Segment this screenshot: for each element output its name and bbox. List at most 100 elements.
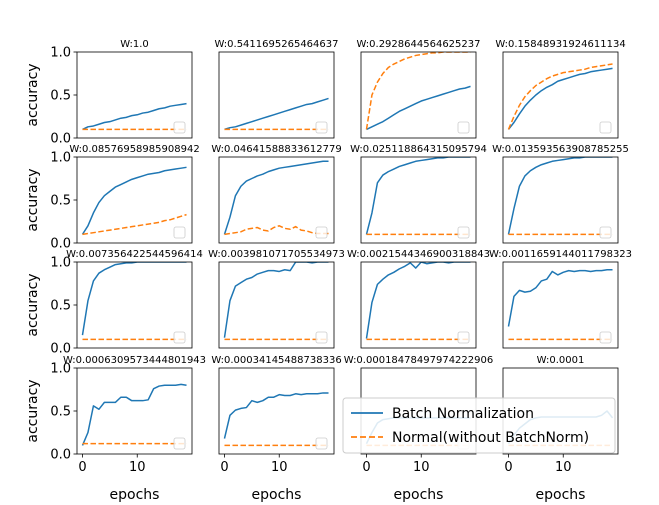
x-tick-label: 10 — [413, 460, 430, 475]
x-tick-label: 0 — [220, 460, 228, 475]
y-axis-label: accuracy — [25, 379, 41, 442]
subplot-title: W:1.0 — [120, 39, 149, 50]
series-group — [81, 166, 187, 236]
normal-series-line — [365, 52, 471, 130]
y-tick-label: 1.0 — [50, 362, 71, 377]
subplot-6: W:0.025118864315095794 — [350, 144, 487, 244]
empty-legend-box — [457, 121, 470, 134]
empty-legend-box — [173, 437, 186, 450]
axes-frame — [502, 51, 619, 139]
subplot-1: W:0.5411695265464637 — [214, 39, 339, 139]
series-group — [223, 262, 329, 341]
empty-legend-box — [599, 331, 612, 344]
plot-area — [77, 52, 192, 138]
subplot-3: W:0.15848931924611134 — [495, 39, 626, 139]
subplot-11: W:0.0011659144011798323 — [489, 249, 632, 349]
subplot-7: W:0.013593563908785255 — [492, 144, 629, 244]
subplot-4: W:0.08576958985908942 0.0 0.5 1.0 — [50, 144, 199, 252]
x-axis-label: epochs — [252, 487, 302, 503]
empty-legend-box — [173, 121, 186, 134]
bn-series-line — [365, 157, 471, 235]
bn-series-line — [81, 383, 187, 446]
subplot-title: W:0.00034145488738336 — [211, 355, 341, 366]
series-group — [81, 262, 187, 341]
empty-legend-box — [315, 121, 328, 134]
x-tick-label: 0 — [78, 460, 86, 475]
series-group — [81, 383, 187, 446]
empty-legend-box — [173, 226, 186, 239]
plot-area — [361, 262, 476, 348]
bn-series-line — [507, 268, 613, 327]
subplot-title: W:0.0006309573444801943 — [63, 355, 206, 366]
bn-series-line — [366, 85, 471, 131]
subplot-title: W:0.00018478497974222906 — [344, 355, 493, 366]
subplot-5: W:0.04641588833612779 — [211, 144, 342, 244]
plot-area — [503, 52, 618, 138]
plot-area — [77, 157, 192, 243]
bn-series-line — [224, 97, 329, 131]
bn-series-line — [81, 166, 187, 235]
empty-legend-box — [457, 331, 470, 344]
axes-frame — [502, 156, 619, 244]
x-tick-label: 10 — [271, 460, 288, 475]
y-tick-label: 1.0 — [50, 46, 71, 61]
plot-area — [219, 262, 334, 348]
x-axis-label: epochs — [536, 487, 586, 503]
axes-frame — [360, 156, 477, 244]
subplot-0: W:1.0 0.0 0.5 1.0 — [50, 39, 193, 147]
subplot-9: W:0.003981071705534973 — [208, 249, 345, 349]
bn-series-line — [223, 160, 329, 235]
bn-series-line — [82, 102, 187, 131]
y-tick-label: 0.0 — [50, 342, 71, 357]
subplot-title: W:0.025118864315095794 — [350, 144, 487, 155]
legend: Batch Normalization Normal(without BatchN… — [342, 397, 616, 454]
series-group — [223, 392, 329, 447]
bn-series-line — [81, 262, 187, 336]
legend-label: Normal(without BatchNorm) — [392, 430, 589, 446]
bn-series-line — [223, 392, 329, 439]
y-tick-label: 0.5 — [50, 194, 71, 209]
plot-area — [361, 157, 476, 243]
empty-legend-box — [599, 226, 612, 239]
series-group — [507, 63, 613, 130]
axes-frame — [218, 156, 335, 244]
series-group — [507, 157, 613, 236]
subplot-title: W:0.007356422544596414 — [66, 249, 203, 260]
y-tick-label: 0.0 — [50, 132, 71, 147]
subplot-title: W:0.15848931924611134 — [495, 39, 625, 50]
axes-frame — [218, 51, 335, 139]
subplot-title: W:0.003981071705534973 — [208, 249, 345, 260]
bn-series-line — [507, 157, 613, 235]
normal-series-line — [507, 63, 613, 130]
y-axis-labels: accuracy accuracy accuracy accuracy — [25, 63, 41, 442]
plot-area — [219, 157, 334, 243]
y-tick-label: 1.0 — [50, 151, 71, 166]
axes-frame — [360, 51, 477, 139]
series-group — [365, 157, 471, 236]
subplot-title: W:0.2928644564625237 — [356, 39, 480, 50]
x-axis-labels: epochs epochs epochs epochs — [110, 487, 586, 503]
empty-legend-box — [315, 226, 328, 239]
axes-frame — [218, 367, 335, 455]
empty-legend-box — [315, 331, 328, 344]
series-group — [223, 160, 329, 236]
y-tick-label: 0.5 — [50, 405, 71, 420]
x-tick-label: 10 — [555, 460, 572, 475]
axes-frame — [502, 261, 619, 349]
subplot-8: W:0.007356422544596414 0.0 0.5 1.0 — [50, 249, 203, 357]
plot-area — [77, 368, 192, 454]
axes-frame — [360, 261, 477, 349]
y-tick-label: 1.0 — [50, 256, 71, 271]
subplot-title: W:0.0011659144011798323 — [489, 249, 632, 260]
plot-area — [503, 262, 618, 348]
legend-frame — [342, 397, 616, 454]
plot-area — [219, 368, 334, 454]
empty-legend-box — [173, 331, 186, 344]
subplot-title: W:0.5411695265464637 — [214, 39, 338, 50]
subplot-10: W:0.0021544346900318843 — [347, 249, 490, 349]
legend-label: Batch Normalization — [392, 406, 534, 422]
subplot-12: W:0.0006309573444801943 0.0 0.5 1.0 0 10 — [50, 355, 206, 475]
subplot-2: W:0.2928644564625237 — [356, 39, 481, 139]
empty-legend-box — [457, 226, 470, 239]
series-group — [224, 97, 329, 131]
